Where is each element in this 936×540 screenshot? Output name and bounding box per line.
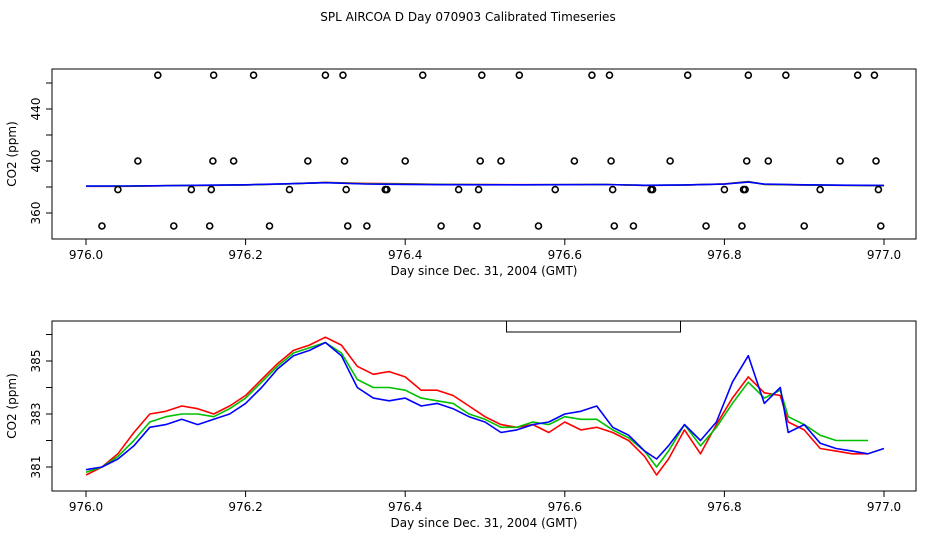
- y-tick-label: 383: [29, 403, 43, 426]
- data-point: [343, 222, 352, 230]
- y-tick-label: 385: [29, 350, 43, 373]
- y-tick-label: 381: [29, 456, 43, 479]
- data-point: [454, 185, 463, 194]
- data-point: [534, 222, 543, 230]
- data-point: [666, 157, 674, 165]
- data-point: [304, 157, 312, 165]
- data-point: [154, 71, 162, 79]
- x-tick-label: 976.2: [228, 248, 262, 262]
- x-tick-label: 977.0: [867, 500, 901, 514]
- x-tick-label: 976.6: [548, 500, 582, 514]
- data-point: [605, 71, 614, 79]
- series-line-blue: [85, 181, 885, 187]
- data-point: [285, 185, 294, 194]
- data-point: [872, 157, 880, 165]
- data-point: [607, 157, 615, 165]
- data-point: [744, 71, 753, 79]
- legend-box: [506, 320, 682, 333]
- data-point: [742, 157, 751, 165]
- plot-frame: [51, 320, 917, 492]
- data-point: [738, 222, 746, 230]
- chart-panel-top: 976.0 976.2 976.4 976.6 976.8 977.0 360 400 440 D…: [5, 68, 917, 278]
- data-point: [363, 222, 371, 230]
- data-point: [265, 222, 274, 230]
- data-point: [610, 222, 619, 230]
- x-tick-label: 976.0: [69, 248, 103, 262]
- data-point: [741, 185, 749, 194]
- data-point: [209, 157, 217, 165]
- data-point: [570, 157, 579, 165]
- data-point: [418, 71, 427, 79]
- data-point: [249, 71, 258, 79]
- x-tick-label: 976.4: [388, 248, 422, 262]
- data-point: [401, 157, 410, 165]
- data-point: [629, 222, 638, 230]
- data-point: [870, 71, 879, 79]
- chart-panel-bottom: 976.0 976.2 976.4 976.6 976.8 977.0 381 383 385 D…: [5, 320, 917, 530]
- data-point: [720, 185, 729, 194]
- data-point: [339, 71, 347, 79]
- data-point: [853, 71, 862, 79]
- data-point: [474, 185, 483, 194]
- data-point: [229, 157, 238, 165]
- data-point: [683, 71, 692, 79]
- x-tick-label: 976.4: [388, 500, 422, 514]
- series-line-green: [85, 341, 868, 474]
- data-point: [98, 222, 106, 230]
- x-axis-label: Day since Dec. 31, 2004 (GMT): [391, 264, 578, 278]
- data-point: [478, 71, 486, 79]
- data-point: [816, 185, 824, 194]
- data-point: [209, 71, 218, 79]
- data-point: [515, 71, 524, 79]
- data-point: [205, 222, 214, 230]
- data-point: [342, 185, 350, 194]
- data-point: [782, 71, 790, 79]
- x-axis-label: Day since Dec. 31, 2004 (GMT): [391, 516, 578, 530]
- y-axis-label: CO2 (ppm): [5, 121, 19, 187]
- page-title: SPL AIRCOA D Day 070903 Calibrated Times…: [320, 10, 616, 24]
- y-axis-label: CO2 (ppm): [5, 373, 19, 439]
- data-point: [473, 222, 481, 230]
- data-point: [321, 71, 330, 79]
- data-point: [877, 222, 885, 230]
- data-point: [187, 185, 196, 194]
- data-point: [134, 157, 142, 165]
- data-point: [497, 157, 505, 165]
- data-point: [874, 185, 883, 194]
- data-point: [588, 71, 596, 79]
- data-point: [608, 185, 617, 194]
- x-tick-label: 976.8: [707, 248, 741, 262]
- data-point: [437, 222, 445, 230]
- data-point: [800, 222, 809, 230]
- data-point: [764, 157, 773, 165]
- x-tick-label: 976.0: [69, 500, 103, 514]
- y-tick-label: 400: [29, 150, 43, 173]
- series-line-red: [85, 336, 868, 476]
- data-point: [207, 185, 216, 194]
- y-tick-label: 360: [29, 202, 43, 225]
- x-tick-label: 976.2: [228, 500, 262, 514]
- data-point: [476, 157, 485, 165]
- data-point: [114, 185, 122, 194]
- data-point: [340, 157, 349, 165]
- y-tick-label: 440: [29, 98, 43, 121]
- plot-frame: [51, 68, 917, 240]
- data-point: [648, 185, 657, 194]
- data-point: [383, 185, 391, 194]
- data-point: [551, 185, 560, 194]
- x-tick-label: 976.6: [548, 248, 582, 262]
- x-tick-label: 977.0: [867, 248, 901, 262]
- data-point: [169, 222, 178, 230]
- series-line-blue: [85, 341, 885, 471]
- data-point: [836, 157, 844, 165]
- x-tick-label: 976.8: [707, 500, 741, 514]
- data-point: [702, 222, 710, 230]
